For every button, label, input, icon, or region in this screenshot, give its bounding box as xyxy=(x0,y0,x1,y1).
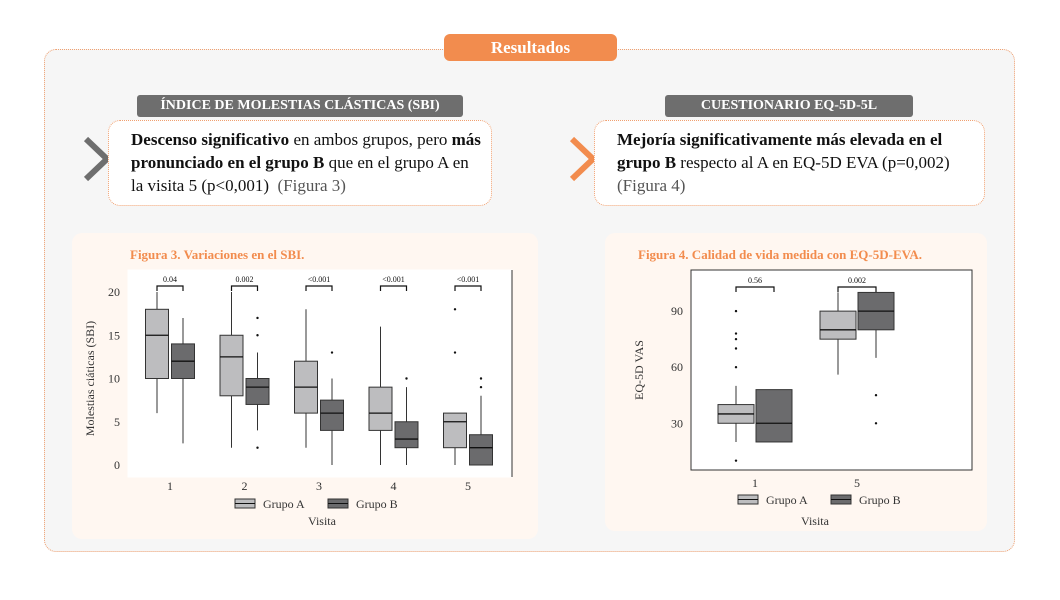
outlier-point xyxy=(734,365,738,369)
outlier-point xyxy=(256,446,259,449)
box-grupo-a xyxy=(443,412,467,449)
outlier-point xyxy=(734,347,738,350)
legend-label: Grupo A xyxy=(766,493,808,507)
figure-4-title: Figura 4. Calidad de vida medida con EQ-… xyxy=(638,247,922,262)
outlier-point xyxy=(479,377,483,380)
outlier-point xyxy=(330,351,334,354)
pvalue-label: 0.002 xyxy=(236,275,254,284)
pvalue-bracket xyxy=(305,285,333,291)
outlier-point xyxy=(874,394,878,397)
y-tick-label: 5 xyxy=(114,415,120,429)
x-tick-label: 1 xyxy=(167,479,173,493)
outlier-point xyxy=(256,316,259,320)
figure-3-title: Figura 3. Variaciones en el SBI. xyxy=(130,247,305,262)
x-tick-label: 1 xyxy=(752,476,758,490)
box-grupo-b xyxy=(320,399,344,431)
y-axis-label: EQ-5D VAS xyxy=(632,340,646,400)
sbi-label: ÍNDICE DE MOLESTIAS CLÁSTICAS (SBI) xyxy=(137,95,463,117)
chevron-right-icon xyxy=(569,136,598,182)
pvalue-label: <0.001 xyxy=(457,275,480,284)
pvalue-label: <0.001 xyxy=(382,275,405,284)
pvalue-bracket xyxy=(454,285,482,291)
outlier-point xyxy=(256,334,259,337)
pvalue-bracket xyxy=(735,286,775,292)
box-grupo-b xyxy=(394,421,419,449)
pvalue-bracket xyxy=(156,285,184,291)
plot-area xyxy=(690,269,973,471)
eq5d-label: CUESTIONARIO EQ-5D-5L xyxy=(665,95,913,117)
box-grupo-a xyxy=(219,334,244,397)
outlier-point xyxy=(453,308,457,311)
outlier-point xyxy=(734,332,738,335)
outlier-point xyxy=(734,309,738,313)
pvalue-bracket xyxy=(379,285,408,291)
figure-ref: (Figura 4) xyxy=(617,176,686,195)
y-tick-label: 90 xyxy=(671,304,683,318)
x-tick-label: 4 xyxy=(391,479,397,493)
x-tick-label: 3 xyxy=(316,479,322,493)
eq5d-summary: Mejoría significativamente más elevada e… xyxy=(594,120,985,206)
pvalue-label: <0.001 xyxy=(308,275,331,284)
section-title: Resultados xyxy=(444,34,617,61)
x-tick-label: 5 xyxy=(465,479,471,493)
x-tick-label: 5 xyxy=(854,476,860,490)
figure-3-chart: 0 5 10 15 20 Molestias ciáticas (SBI) 1 0.04 2 0.… xyxy=(83,269,513,528)
box-grupo-b xyxy=(755,389,793,443)
chevron-right-icon xyxy=(83,136,112,182)
y-tick-label: 15 xyxy=(108,328,120,342)
outlier-point xyxy=(874,422,878,425)
y-tick-label: 30 xyxy=(671,416,683,430)
outlier-point xyxy=(405,377,408,380)
outlier-point xyxy=(734,337,738,341)
pvalue-bracket xyxy=(837,286,877,292)
pvalue-label: 0.002 xyxy=(848,276,866,285)
sbi-summary: Descenso significativo en ambos grupos, … xyxy=(108,120,492,206)
figure-ref: (Figura 3) xyxy=(277,176,346,195)
figure-4-chart: 30 60 90 EQ-5D VAS 1 0.56 5 0.002 Grupo A Grupo B… xyxy=(632,269,973,528)
box-grupo-a xyxy=(368,386,393,431)
y-tick-label: 60 xyxy=(671,360,683,374)
box-grupo-b xyxy=(245,378,270,405)
y-tick-label: 10 xyxy=(108,372,120,386)
pvalue-bracket xyxy=(230,285,259,291)
y-axis-label: Molestias ciáticas (SBI) xyxy=(83,321,97,436)
box-grupo-b xyxy=(469,434,493,466)
box-grupo-a xyxy=(819,310,857,340)
x-axis-label: Visita xyxy=(308,514,337,528)
outlier-point xyxy=(734,459,738,462)
outlier-point xyxy=(479,385,483,389)
x-axis-label: Visita xyxy=(801,514,830,528)
x-tick-label: 2 xyxy=(242,479,248,493)
pvalue-label: 0.56 xyxy=(748,276,762,285)
legend-label: Grupo A xyxy=(263,497,305,511)
legend-label: Grupo B xyxy=(859,493,901,507)
outlier-point xyxy=(453,351,457,354)
pvalue-label: 0.04 xyxy=(163,275,177,284)
legend-label: Grupo B xyxy=(356,497,398,511)
y-tick-label: 0 xyxy=(114,458,120,472)
box-grupo-a xyxy=(145,308,169,379)
y-tick-label: 20 xyxy=(108,285,120,299)
